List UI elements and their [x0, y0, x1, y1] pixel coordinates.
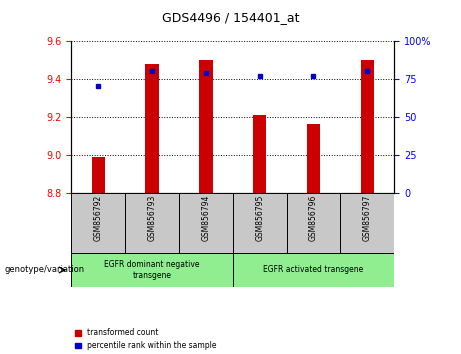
Text: GSM856793: GSM856793	[148, 195, 157, 241]
Bar	[287, 193, 340, 253]
Bar	[361, 60, 374, 193]
Text: genotype/variation: genotype/variation	[5, 266, 85, 274]
Bar	[125, 193, 179, 253]
Text: GSM856797: GSM856797	[363, 195, 372, 241]
Text: GSM856792: GSM856792	[94, 195, 103, 241]
Bar	[179, 193, 233, 253]
Legend: transformed count, percentile rank within the sample: transformed count, percentile rank withi…	[75, 329, 217, 350]
Bar	[253, 115, 266, 193]
Bar	[92, 157, 105, 193]
Text: EGFR dominant negative
transgene: EGFR dominant negative transgene	[104, 260, 200, 280]
Bar	[71, 193, 125, 253]
Bar	[71, 253, 233, 287]
Text: GSM856794: GSM856794	[201, 195, 210, 241]
Bar	[145, 63, 159, 193]
Bar	[307, 124, 320, 193]
Text: GSM856796: GSM856796	[309, 195, 318, 241]
Bar	[340, 193, 394, 253]
Text: GDS4496 / 154401_at: GDS4496 / 154401_at	[162, 11, 299, 24]
Text: GSM856795: GSM856795	[255, 195, 264, 241]
Bar	[233, 253, 394, 287]
Bar	[199, 60, 213, 193]
Text: EGFR activated transgene: EGFR activated transgene	[263, 266, 364, 274]
Bar	[233, 193, 287, 253]
